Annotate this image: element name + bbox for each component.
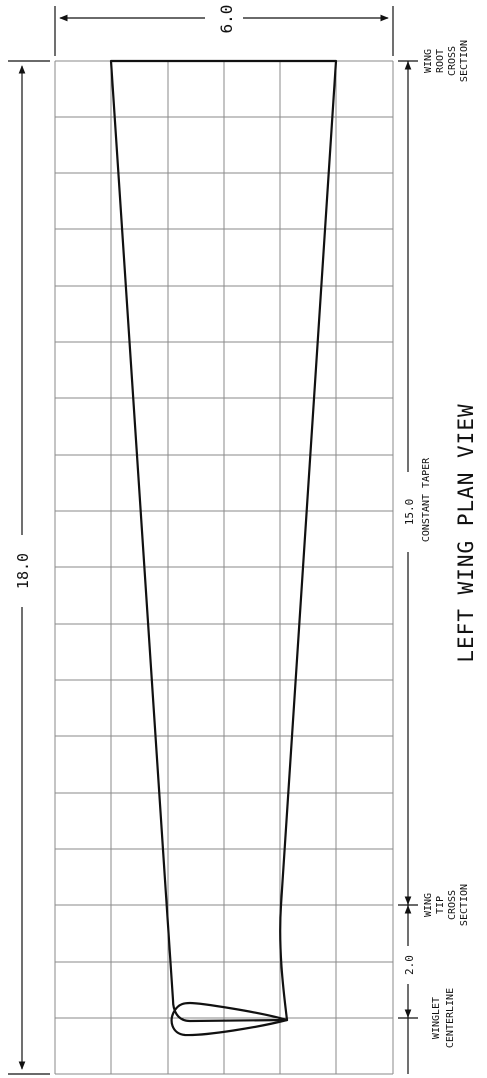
tip-label-line: CROSS <box>447 890 458 920</box>
station-dimension: 15.0 CONSTANT TAPER 2.0 <box>398 60 432 1074</box>
winglet-label-line: WINGLET <box>431 997 442 1039</box>
winglet-label-line: CENTERLINE <box>445 988 456 1048</box>
span-dimension-label: 18.0 <box>14 553 32 589</box>
winglet-outline <box>170 1001 289 1037</box>
root-label-line: SECTION <box>459 40 470 82</box>
tip-section-label: WING TIP CROSS SECTION <box>423 884 470 926</box>
root-label-line: CROSS <box>447 46 458 76</box>
tip-label-line: WING <box>423 893 434 917</box>
grid <box>54 60 394 1075</box>
root-label-line: WING <box>423 49 434 73</box>
chord-dimension: 6.0 <box>54 5 394 56</box>
tip-label-line: SECTION <box>459 884 470 926</box>
taper-dimension-label: 15.0 <box>403 499 416 526</box>
tip-label-line: TIP <box>435 896 446 914</box>
winglet-dimension-label: 2.0 <box>403 955 416 975</box>
root-section-label: WING ROOT CROSS SECTION <box>423 40 470 82</box>
span-dimension: 18.0 <box>8 60 50 1075</box>
root-label-line: ROOT <box>435 49 446 73</box>
winglet-centerline-label: WINGLET CENTERLINE <box>431 988 456 1048</box>
taper-note: CONSTANT TAPER <box>421 457 432 542</box>
drawing-title: LEFT WING PLAN VIEW <box>454 403 478 662</box>
chord-dimension-label: 6.0 <box>217 5 236 34</box>
